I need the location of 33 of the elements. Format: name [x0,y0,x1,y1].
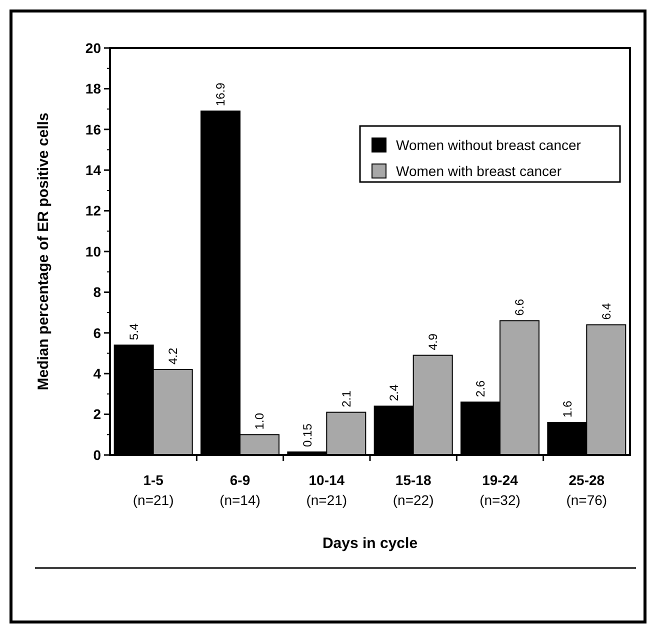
y-tick-label: 20 [85,40,102,56]
x-tick-label: 19-24 (n=32) [480,472,520,508]
legend-label: Women with breast cancer [396,162,562,179]
data-label: 2.4 [387,384,402,402]
data-label: 2.1 [339,390,354,408]
x-axis-title: Days in cycle [322,535,418,552]
x-tick-label: 25-28 (n=76) [566,472,608,508]
y-tick-label: 0 [93,446,102,463]
y-tick-label: 16 [85,121,102,138]
data-label: 4.2 [166,348,180,365]
y-tick-label: 14 [85,162,102,178]
data-label: 2.6 [474,380,488,398]
legend-label: Women without breast cancer [396,136,582,153]
data-label: 1.0 [252,412,267,430]
x-tick-label: 10-14 (n=21) [306,472,348,508]
x-tick-label: 15-18 (n=22) [392,472,434,508]
y-tick-label: 18 [85,80,102,97]
y-tick-label: 4 [93,366,102,382]
data-label: 0.15 [300,423,314,447]
y-tick-label: 12 [85,202,102,219]
x-tick-label: 6-9 (n=14) [220,472,260,508]
data-label: 6.6 [512,298,527,316]
x-tick-label: 1-5 (n=21) [132,472,174,508]
y-tick-label: 8 [93,284,102,300]
y-tick-label: 2 [93,406,102,422]
y-tick-label: 6 [93,324,102,341]
y-tick-label: 10 [85,243,102,260]
data-label: 5.4 [127,323,142,340]
data-label: 16.9 [214,82,228,106]
data-label: 6.4 [599,302,614,320]
data-label: 4.9 [426,333,440,350]
data-label: 1.6 [560,400,574,418]
y-axis-title: Median percentage of ER positive cells [35,112,52,390]
